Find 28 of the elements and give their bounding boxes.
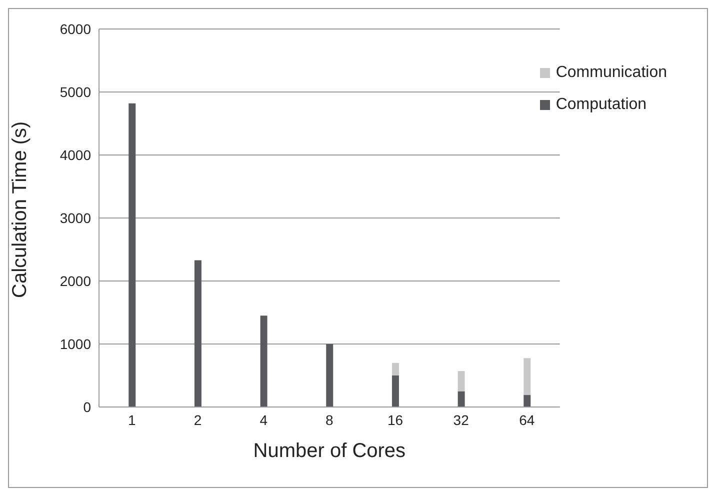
x-tick-label: 8 [326,412,334,428]
x-tick-label: 32 [453,412,470,428]
y-tick-label: 1000 [60,336,92,352]
y-tick-label: 0 [83,398,92,415]
legend-label: Communication [556,64,667,82]
bar [194,260,202,407]
bar [458,391,465,407]
bar [260,316,268,407]
bar [326,344,334,407]
bar [392,362,399,376]
bar [524,358,531,396]
y-tick-label: 5000 [60,84,92,100]
x-tick-label: 4 [260,412,268,428]
x-tick-label: 2 [194,412,202,428]
x-tick-label: 1 [128,412,136,428]
bar [128,103,136,407]
x-tick-label: 64 [519,412,535,428]
y-axis-title: Calculation Time (s) [9,121,32,298]
y-tick-label: 3000 [60,210,92,226]
x-axis-title: Number of Cores [253,440,406,462]
bar [458,371,465,392]
y-tick-label: 2000 [60,272,92,289]
bar [392,376,399,407]
y-tick-label: 4000 [60,146,92,163]
legend-label: Computation [556,96,647,114]
x-tick-label: 16 [387,412,404,428]
bar [524,395,531,407]
y-tick-label: 6000 [60,20,92,37]
